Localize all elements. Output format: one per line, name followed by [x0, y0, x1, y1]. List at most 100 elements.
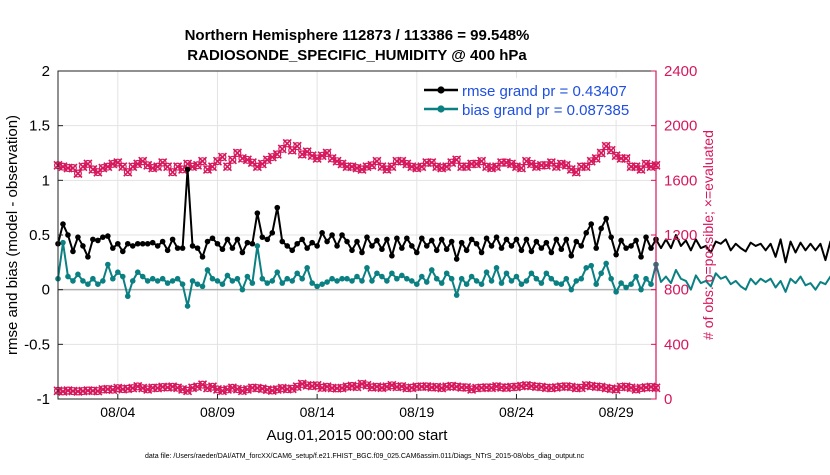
bias-point [598, 270, 604, 277]
rmse-point [60, 221, 66, 227]
obs-upper-point-o [163, 162, 172, 171]
bias-point [493, 265, 500, 271]
rmse-point [289, 247, 296, 254]
bias-point [284, 275, 291, 282]
obs-lower-point [576, 383, 586, 393]
rmse-point [533, 238, 540, 245]
axis-layer: 08/04 08/09 08/14 08/19 08/24 08/29 -1 -0.5 0 0.5… [24, 63, 697, 420]
obs-upper-point-o [288, 146, 297, 155]
y-right-tick-label: 400 [664, 336, 689, 353]
y-axis-right-label: # of obs: o=possible; ×=evaluated [700, 130, 716, 340]
bias-point [543, 270, 550, 277]
rmse-point [638, 254, 644, 260]
rmse-point [603, 215, 609, 222]
bias-point [379, 273, 385, 280]
obs-upper-point-o [248, 158, 257, 167]
bias-point [90, 275, 96, 282]
bias-point [139, 273, 146, 280]
bias-point [369, 278, 375, 284]
obs-upper-point [312, 153, 322, 164]
bias-point [110, 275, 116, 282]
rmse-point [204, 238, 211, 245]
obs-upper-point [257, 159, 267, 169]
rmse-point [463, 247, 470, 254]
rmse-point [648, 245, 654, 251]
rmse-point [563, 236, 570, 243]
bias-point [498, 280, 505, 286]
bias-point [289, 278, 296, 284]
rmse-point [374, 237, 380, 244]
obs-lower-point-o [472, 384, 481, 393]
rmse-point [543, 239, 550, 246]
obs-upper-point [292, 141, 302, 151]
obs-lower-point-o [457, 383, 466, 392]
bias-point [438, 280, 445, 286]
obs-upper-point-o [467, 159, 476, 168]
obs-upper-point-o [258, 159, 267, 168]
bias-point [404, 275, 410, 282]
rmse-point [164, 247, 171, 254]
x-tick-label: 08/19 [399, 404, 434, 420]
bias-point [548, 275, 555, 282]
bias-point [538, 280, 545, 286]
obs-lower-point [397, 381, 407, 391]
rmse-point [578, 243, 585, 249]
bias-point [409, 278, 415, 284]
rmse-point [134, 240, 141, 247]
rmse-point [448, 238, 455, 245]
rmse-point [100, 234, 106, 240]
obs-upper-point-o [607, 146, 616, 155]
obs-lower-point-o [482, 383, 491, 392]
rmse-point [433, 247, 440, 254]
bias-point [533, 275, 540, 282]
obs-upper-point-o [597, 149, 606, 158]
rmse-point [344, 238, 350, 245]
obs-lower-point-o [73, 387, 82, 396]
obs-upper-point [297, 149, 307, 159]
bias-point [344, 275, 350, 282]
rmse-point [399, 245, 405, 251]
rmse-point [264, 236, 271, 243]
rmse-point [458, 239, 465, 246]
bias-point [174, 275, 181, 282]
obs-upper-point-o [83, 159, 92, 168]
y-right-tick-label: 0 [664, 391, 672, 408]
obs-upper-point-o [547, 158, 556, 167]
bias-point [513, 273, 520, 280]
bias-point [299, 275, 305, 282]
obs-upper-point-o [198, 157, 207, 166]
obs-upper-point [621, 153, 631, 164]
bias-point [254, 243, 261, 249]
obs-upper-point-o [367, 161, 376, 170]
obs-upper-point-o [422, 158, 431, 167]
x-tick-label: 08/24 [499, 404, 534, 420]
rmse-point [548, 249, 555, 256]
y-left-tick-label: -1 [37, 391, 50, 408]
rmse-point [189, 243, 196, 249]
rmse-point [254, 210, 261, 216]
obs-lower-point-o [412, 382, 421, 391]
bias-point [229, 278, 236, 284]
obs-upper-point-o [622, 154, 631, 163]
bias-point [568, 286, 575, 293]
rmse-point [453, 256, 460, 262]
rmse-point [224, 236, 231, 243]
bias-point [314, 283, 320, 290]
rmse-point [613, 251, 619, 258]
bias-point [209, 275, 216, 282]
bias-point [523, 278, 530, 284]
obs-lower-point-o [118, 385, 127, 394]
obs-upper-point-o [492, 162, 501, 171]
bias-point [65, 273, 71, 280]
obs-upper-point [282, 138, 292, 148]
obs-upper-point-o [537, 161, 546, 170]
rmse-point [239, 249, 246, 256]
bias-point [124, 293, 131, 300]
obs-upper-point-o [417, 162, 426, 171]
rmse-point [144, 240, 151, 247]
bias-point [633, 273, 639, 280]
bias-point [319, 281, 325, 288]
rmse-point [478, 249, 485, 256]
bias-point [219, 281, 226, 288]
